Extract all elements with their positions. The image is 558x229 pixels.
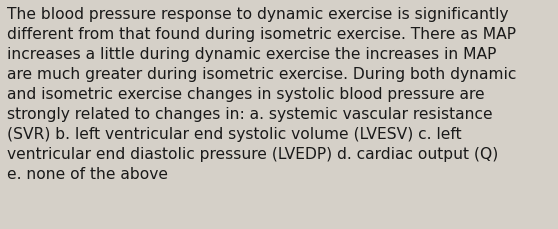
Text: The blood pressure response to dynamic exercise is significantly
different from : The blood pressure response to dynamic e… <box>7 7 517 181</box>
